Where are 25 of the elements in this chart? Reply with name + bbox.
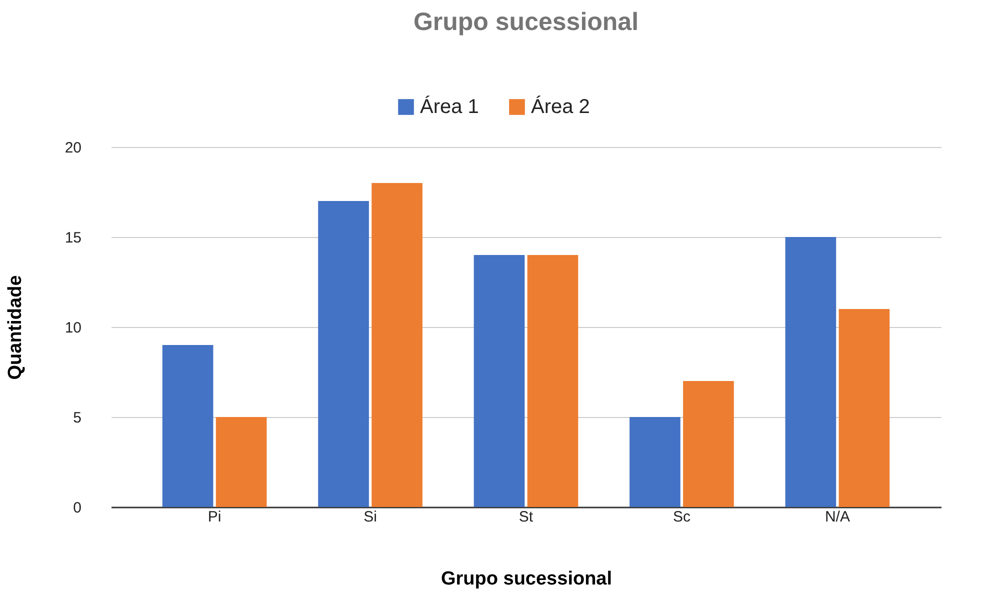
y-tick-label: 20 xyxy=(64,140,82,156)
x-tick-label: N/A xyxy=(824,508,850,526)
y-tick-label: 10 xyxy=(64,320,82,336)
x-tick-label: Si xyxy=(364,508,377,526)
y-tick-label: 0 xyxy=(73,500,82,516)
legend-label: Área 1 xyxy=(420,95,479,118)
bar xyxy=(630,417,680,507)
y-tick-label: 5 xyxy=(73,410,82,426)
y-axis-title: Quantidade xyxy=(4,275,26,380)
y-tick-label: 15 xyxy=(64,230,82,246)
bar xyxy=(527,255,578,507)
bar xyxy=(372,183,422,507)
bar xyxy=(474,255,525,507)
bar xyxy=(216,417,267,507)
chart-title: Grupo sucessional xyxy=(413,8,639,36)
bar xyxy=(838,309,890,507)
bar xyxy=(683,381,734,507)
bar xyxy=(162,345,214,507)
x-tick-label: St xyxy=(518,508,534,526)
x-tick-label: Pi xyxy=(208,508,222,526)
x-axis-title: Grupo sucessional xyxy=(440,568,612,590)
x-tick-label: Sc xyxy=(672,508,691,526)
bar xyxy=(785,237,836,507)
bar xyxy=(318,201,369,507)
legend-label: Área 2 xyxy=(531,95,590,118)
